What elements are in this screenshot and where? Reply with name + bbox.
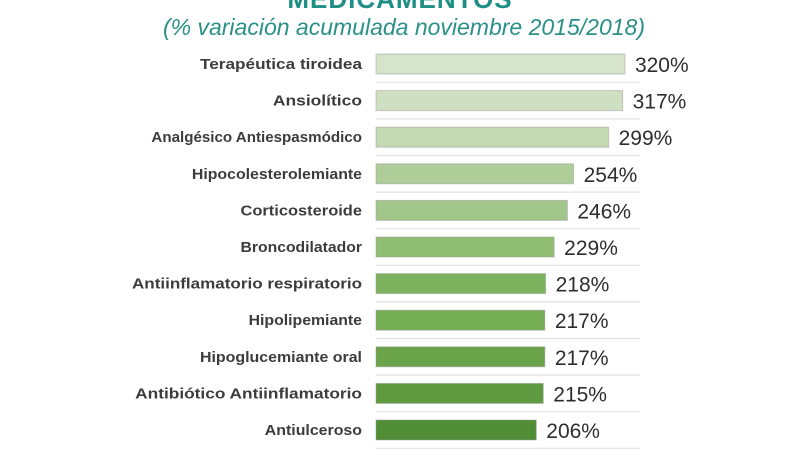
bar <box>375 382 544 404</box>
bar <box>375 90 624 112</box>
data-label: 299% <box>619 127 673 150</box>
category-label: Corticosteroide <box>241 203 363 219</box>
bar <box>375 53 626 75</box>
category-label: Antiulceroso <box>265 423 362 439</box>
data-label: 229% <box>564 237 618 260</box>
bar <box>375 346 546 368</box>
category-label: Antibiótico Antiinflamatorio <box>135 386 362 402</box>
data-label: 217% <box>555 310 609 333</box>
category-label: Ansiolítico <box>273 94 362 110</box>
data-label: 217% <box>555 347 609 370</box>
category-label: Hipoglucemiante oral <box>200 350 362 366</box>
data-label: 206% <box>546 420 600 443</box>
data-label: 254% <box>584 164 638 187</box>
bar <box>375 309 546 331</box>
bar <box>375 236 555 258</box>
category-label: Antiinflamatorio respiratorio <box>132 277 362 293</box>
bar <box>375 199 568 221</box>
category-label: Terapéutica tiroidea <box>200 57 363 73</box>
data-label: 317% <box>633 91 687 114</box>
bar <box>375 163 575 185</box>
data-label: 215% <box>553 383 607 406</box>
category-label: Analgésico Antiespasmódico <box>151 130 362 146</box>
bar <box>375 273 547 295</box>
category-label: Hipolipemiante <box>249 313 362 329</box>
bar <box>375 126 610 148</box>
chart-subtitle: (% variación acumulada noviembre 2015/20… <box>162 14 645 40</box>
chart-title: MEDICAMENTOS <box>0 0 800 15</box>
bar <box>375 419 537 441</box>
data-label: 320% <box>635 54 689 77</box>
category-label: Hipocolesterolemiante <box>192 167 362 183</box>
data-label: 246% <box>577 200 631 223</box>
category-label: Broncodilatador <box>241 240 363 256</box>
data-label: 218% <box>556 274 610 297</box>
